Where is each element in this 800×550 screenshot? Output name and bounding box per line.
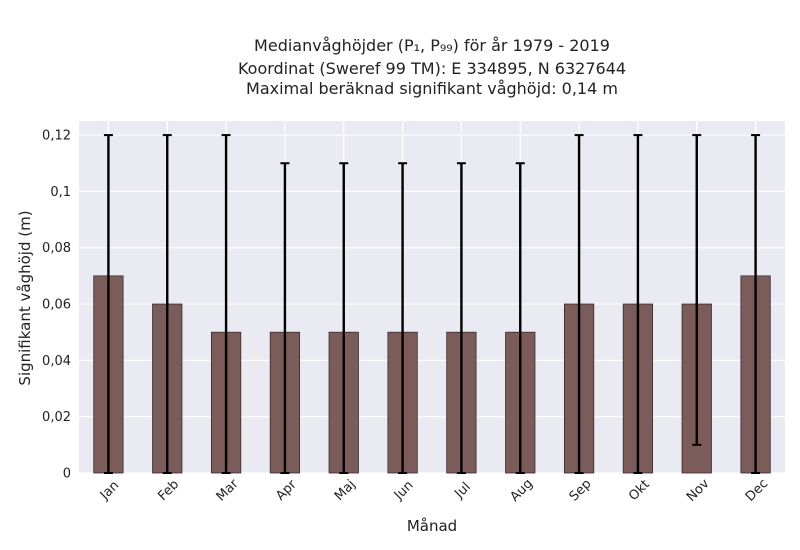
- error-bar-mar: [221, 134, 231, 474]
- y-tick-label: 0,06: [42, 298, 71, 313]
- x-tick-label: Dec: [743, 476, 771, 504]
- x-tick-label: Jan: [97, 478, 122, 503]
- y-tick-label: 0,1: [50, 185, 71, 200]
- x-tick-label: Apr: [273, 477, 300, 504]
- x-tick-label: Nov: [684, 476, 713, 505]
- y-tick-label: 0: [63, 467, 71, 482]
- x-axis-label: Månad: [407, 517, 457, 535]
- x-tick-label: Sep: [567, 477, 595, 505]
- error-bar-jul: [456, 162, 466, 474]
- y-axis-label: Signifikant våghöjd (m): [16, 210, 34, 385]
- error-bar-sep: [574, 134, 584, 474]
- plot-area: [79, 121, 785, 473]
- x-axis-ticks: Jan Feb Mar Apr Maj Jun Jul Aug Sep Okt Nov Dec: [97, 476, 771, 505]
- error-bar-okt: [633, 134, 643, 474]
- error-bar-apr: [280, 162, 290, 474]
- error-bar-jun: [398, 162, 408, 474]
- x-tick-label: Jun: [391, 478, 417, 504]
- error-bar-nov: [692, 134, 702, 446]
- x-tick-label: Maj: [332, 477, 359, 504]
- x-tick-label: Feb: [155, 477, 182, 504]
- y-tick-label: 0,02: [42, 410, 71, 425]
- chart-title-line-3: Maximal beräknad signifikant våghöjd: 0,…: [246, 79, 618, 98]
- x-tick-label: Mar: [214, 476, 242, 504]
- y-axis-ticks: 0 0,02 0,04 0,06 0,08 0,1 0,12: [42, 129, 71, 482]
- error-bar-maj: [339, 162, 349, 474]
- chart-title: Medianvåghöjder (P₁, P₉₉) för år 1979 - …: [238, 36, 626, 98]
- y-tick-label: 0,04: [42, 354, 71, 369]
- error-bar-feb: [162, 134, 172, 474]
- error-bar-jan: [103, 134, 113, 474]
- x-tick-label: Okt: [626, 477, 653, 504]
- x-tick-label: Aug: [507, 476, 536, 505]
- error-bars: [103, 134, 761, 474]
- chart-title-line-2: Koordinat (Sweref 99 TM): E 334895, N 63…: [238, 59, 626, 78]
- y-tick-label: 0,08: [42, 241, 71, 256]
- chart-title-line-1: Medianvåghöjder (P₁, P₉₉) för år 1979 - …: [254, 36, 610, 55]
- error-bar-aug: [515, 162, 525, 474]
- y-tick-label: 0,12: [42, 129, 71, 144]
- x-tick-label: Jul: [451, 480, 473, 502]
- error-bar-dec: [751, 134, 761, 474]
